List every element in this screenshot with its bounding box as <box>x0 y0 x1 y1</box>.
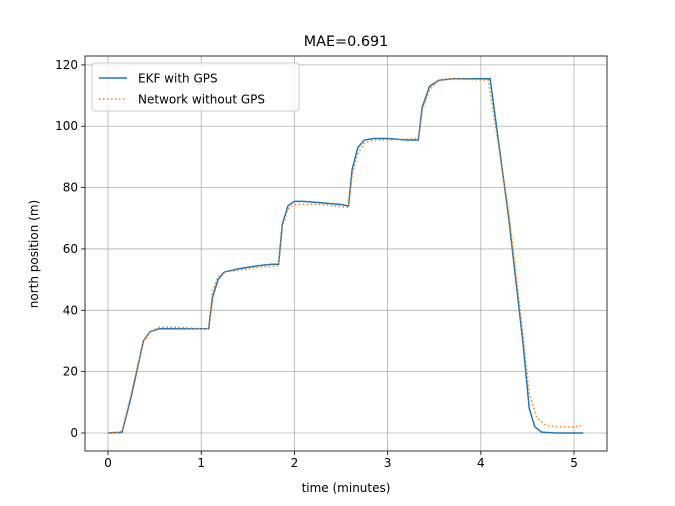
legend-box <box>91 62 300 112</box>
x-tick-label: 1 <box>197 456 205 470</box>
x-axis-label: time (minutes) <box>302 481 391 495</box>
chart-title: MAE=0.691 <box>304 34 389 50</box>
x-tick-label: 5 <box>570 456 578 470</box>
x-tick-label: 0 <box>104 456 112 470</box>
y-axis-label: north position (m) <box>27 200 41 308</box>
y-tick-label: 20 <box>63 365 78 379</box>
y-tick-label: 40 <box>63 303 78 317</box>
y-tick-label: 0 <box>70 426 78 440</box>
series-line <box>107 77 584 434</box>
x-tick-label: 2 <box>291 456 299 470</box>
y-tick-label: 100 <box>55 119 78 133</box>
legend-label: Network without GPS <box>138 93 265 107</box>
legend: EKF with GPS Network without GPS <box>91 62 300 112</box>
plot-frame <box>84 55 608 452</box>
y-tick-label: 120 <box>55 58 78 72</box>
x-tick-label: 4 <box>477 456 485 470</box>
series-line <box>107 77 584 434</box>
y-tick-label: 80 <box>63 181 78 195</box>
x-tick-label: 3 <box>384 456 392 470</box>
y-tick-label: 60 <box>63 242 78 256</box>
legend-label: EKF with GPS <box>138 72 218 86</box>
